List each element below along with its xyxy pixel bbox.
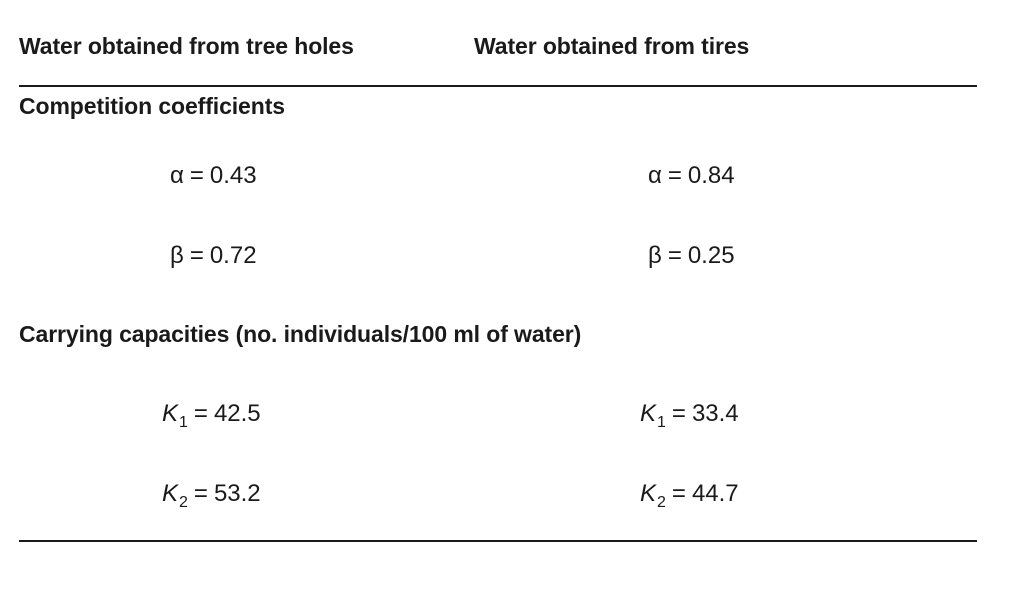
beta-value-tires: 0.25 [687,242,735,269]
beta-symbol: β [170,242,184,269]
equals-sign: = [667,242,682,269]
equals-sign: = [193,400,208,427]
alpha-tree-holes: α = 0.43 [170,162,257,190]
k-subscript: 2 [657,494,666,511]
k1-tires: K1 = 33.4 [640,400,739,431]
k2-value-tires: 44.7 [691,480,739,507]
equals-sign: = [671,400,686,427]
k2-tree-holes: K2 = 53.2 [162,480,261,511]
equals-sign: = [193,480,208,507]
k2-value-tree-holes: 53.2 [213,480,261,507]
k-subscript: 2 [179,494,188,511]
alpha-value-tires: 0.84 [687,162,735,189]
equals-sign: = [667,162,682,189]
k2-tires: K2 = 44.7 [640,480,739,511]
alpha-symbol: α [648,162,662,189]
equals-sign: = [189,162,204,189]
k-symbol: K [162,400,179,427]
equals-sign: = [189,242,204,269]
alpha-value-tree-holes: 0.43 [209,162,257,189]
bottom-rule [19,540,977,542]
section-title-competition: Competition coefficients [19,93,285,119]
column-header-tree-holes: Water obtained from tree holes [19,33,354,59]
column-header-tires: Water obtained from tires [474,33,750,59]
k-subscript: 1 [657,414,666,431]
beta-symbol: β [648,242,662,269]
equals-sign: = [671,480,686,507]
k1-tree-holes: K1 = 42.5 [162,400,261,431]
beta-value-tree-holes: 0.72 [209,242,257,269]
k-symbol: K [162,480,179,507]
beta-tires: β = 0.25 [648,242,735,270]
alpha-tires: α = 0.84 [648,162,735,190]
k-symbol: K [640,400,657,427]
k-symbol: K [640,480,657,507]
k-subscript: 1 [179,414,188,431]
beta-tree-holes: β = 0.72 [170,242,257,270]
section-title-carrying-capacities: Carrying capacities (no. individuals/100… [19,321,582,347]
alpha-symbol: α [170,162,184,189]
k1-value-tree-holes: 42.5 [213,400,261,427]
k1-value-tires: 33.4 [691,400,739,427]
top-rule [19,85,977,87]
